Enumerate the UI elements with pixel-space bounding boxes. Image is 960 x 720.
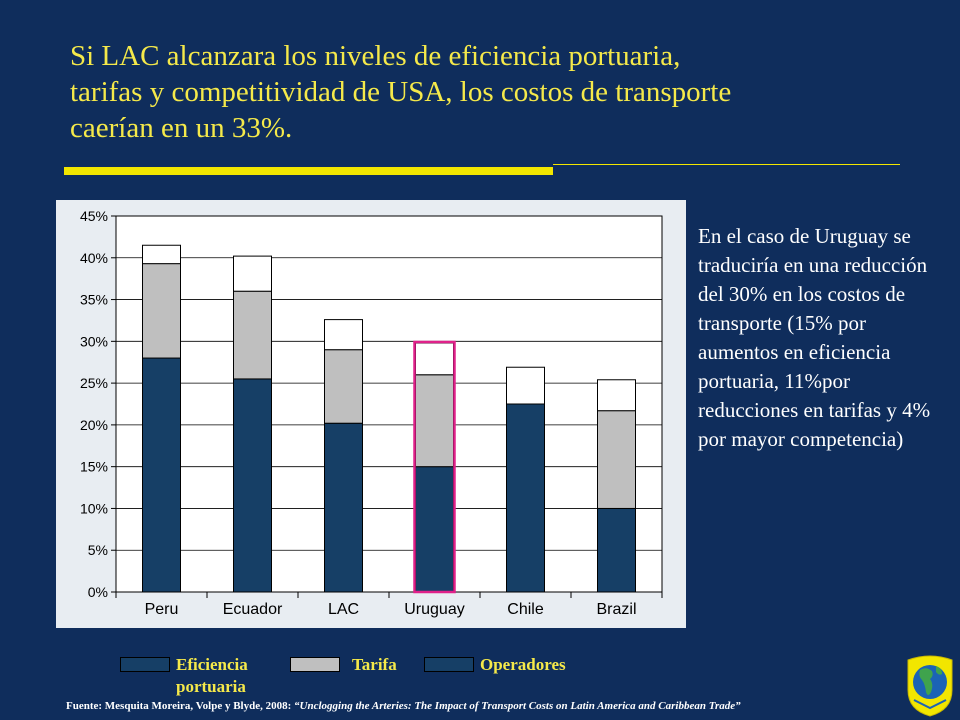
source-title: “Unclogging the Arteries: The Impact of …	[294, 700, 741, 712]
x-tick-label: Uruguay	[404, 601, 464, 618]
title-line-2: tarifas y competitividad de USA, los cos…	[70, 76, 732, 108]
legend-swatch-tarifa	[290, 657, 340, 672]
y-tick-label: 15%	[80, 459, 108, 475]
bar-segment	[233, 290, 272, 380]
x-tick-label: Ecuador	[223, 601, 283, 618]
title-line-3: caerían en un 33%.	[70, 112, 293, 144]
y-tick-label: 5%	[88, 542, 108, 558]
bar-segment	[142, 357, 181, 593]
bar-segment	[415, 374, 454, 468]
x-tick-label: Brazil	[596, 601, 636, 618]
legend-swatch-eficiencia	[120, 657, 170, 672]
bar-segment	[597, 379, 636, 412]
source-prefix: Fuente: Mesquita Moreira, Volpe y Blyde,…	[66, 700, 295, 712]
chart-panel: 0% 5% 10% 15% 20% 25% 30% 35% 40% 45% Peru Ecuador L…	[56, 200, 686, 628]
legend-label-operadores: Operadores	[480, 655, 566, 674]
title-underline-thick	[64, 167, 553, 175]
bar-segment	[506, 403, 545, 593]
highlight-outline	[413, 340, 456, 594]
x-tick-label: LAC	[328, 601, 359, 618]
bar-segment	[324, 349, 363, 424]
uruguay-note: En el caso de Uruguay se traduciría en u…	[698, 224, 931, 451]
bar-segment	[415, 466, 454, 593]
americas-globe-icon	[907, 655, 953, 717]
y-tick-label: 20%	[80, 417, 108, 433]
legend-label-tarifa: Tarifa	[352, 655, 397, 674]
bar-segment	[233, 378, 272, 593]
stacked-bar-chart: 0% 5% 10% 15% 20% 25% 30% 35% 40% 45% Peru Ecuador L…	[80, 208, 663, 618]
bar-segment	[597, 507, 636, 593]
bar-segment	[324, 422, 363, 593]
bar-segment	[142, 263, 181, 359]
y-tick-label: 40%	[80, 250, 108, 266]
bar-segment	[324, 319, 363, 351]
plot-area	[115, 215, 663, 593]
legend-label-eficiencia: Eficiencia portuaria	[176, 655, 248, 696]
y-tick-label: 10%	[80, 500, 108, 516]
y-tick-label: 30%	[80, 333, 108, 349]
bar-segment	[233, 255, 272, 292]
bar-segment	[506, 366, 545, 405]
x-tick-label: Chile	[507, 601, 544, 618]
bar-segment	[415, 342, 454, 376]
source-citation: Fuente: Mesquita Moreira, Volpe y Blyde,…	[66, 700, 896, 712]
bar-segment	[142, 244, 181, 265]
slide-title: Si LAC alcanzara los niveles de eficienc…	[70, 38, 930, 146]
y-tick-label: 35%	[80, 292, 108, 308]
bar-segment	[597, 410, 636, 509]
y-tick-label: 45%	[80, 208, 108, 224]
title-line-1: Si LAC alcanzara los niveles de eficienc…	[70, 40, 681, 72]
y-tick-label: 0%	[88, 584, 108, 600]
legend-swatch-operadores	[424, 657, 474, 672]
x-tick-label: Peru	[145, 601, 179, 618]
title-underline-thin	[553, 164, 900, 165]
y-tick-label: 25%	[80, 375, 108, 391]
